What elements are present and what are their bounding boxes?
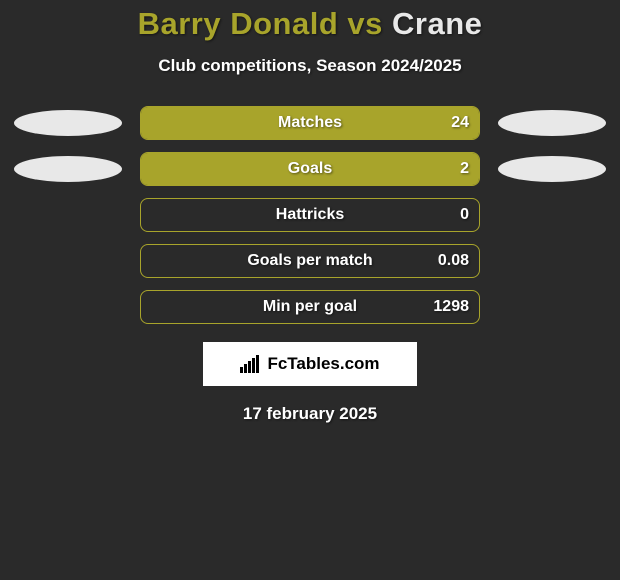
stat-bar: Matches 24 [140,106,480,140]
title-vs: vs [338,6,392,41]
spacer [498,248,606,274]
spacer [14,294,122,320]
stat-value: 0 [460,206,469,224]
stat-value: 2 [460,160,469,178]
stat-row: Goals per match 0.08 [0,244,620,278]
title-player-right: Crane [392,6,482,41]
stat-row: Goals 2 [0,152,620,186]
stat-row: Hattricks 0 [0,198,620,232]
stat-label: Hattricks [276,206,344,224]
stat-bar: Min per goal 1298 [140,290,480,324]
stats-rows: Matches 24 Goals 2 Hattricks 0 Goals per match… [0,106,620,324]
stat-value: 24 [451,114,469,132]
stat-row: Min per goal 1298 [0,290,620,324]
spacer [498,294,606,320]
stat-label: Min per goal [263,298,357,316]
stat-value: 1298 [433,298,469,316]
player-right-marker [498,110,606,136]
stat-bar: Hattricks 0 [140,198,480,232]
player-left-marker [14,156,122,182]
stat-bar: Goals 2 [140,152,480,186]
brand-badge: FcTables.com [203,342,417,386]
stat-value: 0.08 [438,252,469,270]
date-line: 17 february 2025 [0,404,620,424]
brand-text: FcTables.com [267,354,379,374]
spacer [498,202,606,228]
stat-row: Matches 24 [0,106,620,140]
stat-label: Goals per match [247,252,372,270]
page-title: Barry Donald vs Crane [0,6,620,42]
comparison-card: Barry Donald vs Crane Club competitions,… [0,0,620,424]
spacer [14,202,122,228]
stat-label: Matches [278,114,342,132]
spacer [14,248,122,274]
stat-label: Goals [288,160,332,178]
player-left-marker [14,110,122,136]
player-right-marker [498,156,606,182]
subtitle: Club competitions, Season 2024/2025 [0,56,620,76]
stat-bar: Goals per match 0.08 [140,244,480,278]
title-player-left: Barry Donald [138,6,339,41]
brand-chart-icon [240,355,259,373]
